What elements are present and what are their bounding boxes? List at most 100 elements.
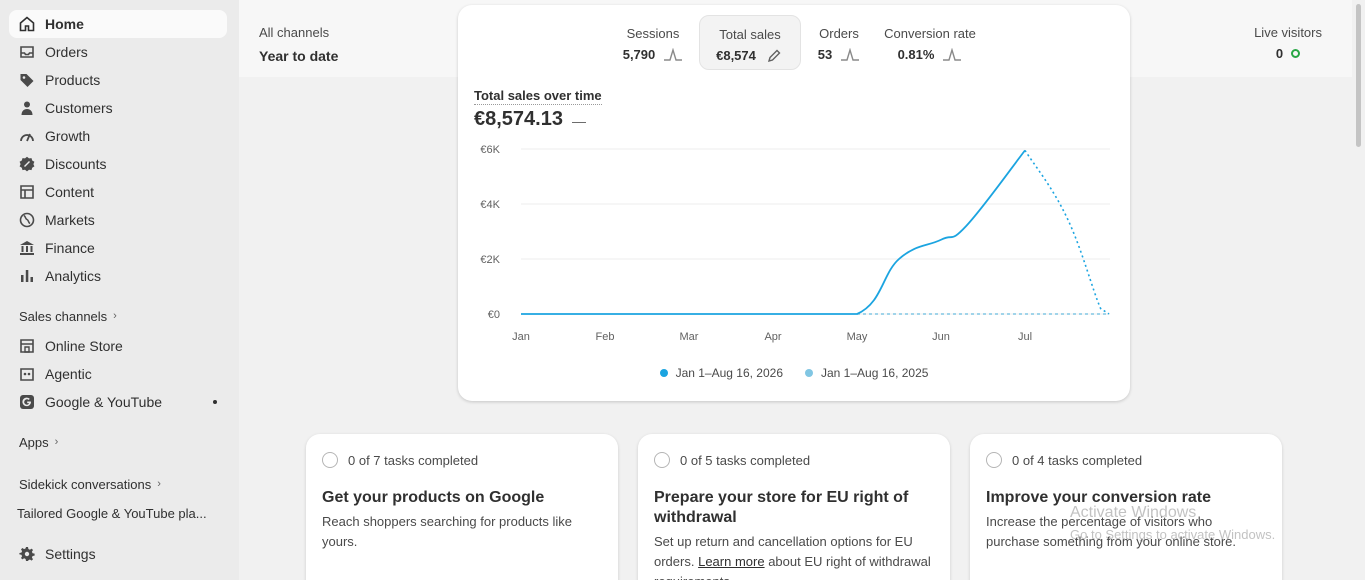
sidebar-item-label: Settings bbox=[45, 546, 96, 562]
chevron-right-icon: › bbox=[54, 436, 59, 448]
progress-circle-icon bbox=[654, 452, 670, 468]
task-title: Prepare your store for EU right of withd… bbox=[654, 489, 909, 526]
legend-item-current[interactable]: Jan 1–Aug 16, 2026 bbox=[659, 366, 783, 380]
edit-pencil-icon[interactable] bbox=[764, 49, 784, 63]
legend-dot bbox=[659, 369, 668, 377]
sidebar-item-agentic[interactable]: Agentic bbox=[9, 360, 227, 388]
sidebar-item-label: Products bbox=[45, 72, 101, 88]
legend-label: Jan 1–Aug 16, 2025 bbox=[821, 366, 929, 380]
agent-icon bbox=[19, 366, 35, 382]
chevron-right-icon: › bbox=[157, 478, 161, 490]
tag-icon bbox=[19, 72, 35, 88]
globe-icon bbox=[19, 212, 35, 228]
discount-icon bbox=[19, 156, 35, 172]
metric-total-sales[interactable]: Total sales €8,574 bbox=[699, 15, 801, 70]
notification-dot bbox=[213, 400, 217, 404]
content-icon bbox=[19, 184, 35, 200]
x-tick-label: Jun bbox=[932, 331, 950, 343]
y-tick-label: €4K bbox=[480, 199, 500, 211]
sidebar-item-label: Online Store bbox=[45, 338, 123, 354]
gauge-icon bbox=[19, 128, 35, 144]
main-content: All channels Year to date Live visitors … bbox=[239, 0, 1352, 580]
sidebar-item-home[interactable]: Home bbox=[9, 10, 227, 38]
sales-channels-header[interactable]: Sales channels › bbox=[19, 304, 239, 328]
sidebar-item-growth[interactable]: Growth bbox=[9, 122, 227, 150]
metric-value: 53 bbox=[817, 47, 833, 62]
sidebar-item-content[interactable]: Content bbox=[9, 178, 227, 206]
legend-item-previous[interactable]: Jan 1–Aug 16, 2025 bbox=[805, 366, 928, 380]
metric-conversion-rate[interactable]: Conversion rate 0.81% bbox=[878, 15, 982, 70]
sidebar-item-markets[interactable]: Markets bbox=[9, 206, 227, 234]
x-tick-label: Jul bbox=[1018, 331, 1032, 343]
home-icon bbox=[19, 16, 35, 32]
sidebar-item-customers[interactable]: Customers bbox=[9, 94, 227, 122]
sidebar-item-label: Markets bbox=[45, 212, 95, 228]
sidekick-conversation-item[interactable]: Tailored Google & YouTube pla... bbox=[17, 505, 207, 521]
task-text-after: about EU right of withdrawal requirement… bbox=[654, 554, 931, 580]
sidekick-header[interactable]: Sidekick conversations › bbox=[19, 472, 239, 496]
scrollbar-thumb[interactable] bbox=[1356, 4, 1361, 147]
sidebar-item-label: Google & YouTube bbox=[45, 394, 163, 410]
series-line-projection bbox=[1024, 149, 1110, 315]
chart-legend: Jan 1–Aug 16, 2026 Jan 1–Aug 16, 2025 bbox=[458, 366, 1130, 380]
progress-circle-icon bbox=[322, 452, 338, 468]
sales-line-chart: €0 €2K €4K €6K Jan Feb Mar Apr May Jun Jul bbox=[480, 144, 1110, 343]
metric-sessions[interactable]: Sessions 5,790 bbox=[608, 15, 698, 70]
sidebar-item-orders[interactable]: Orders bbox=[9, 38, 227, 66]
metric-value: 0.81% bbox=[897, 47, 935, 62]
sidebar-item-online-store[interactable]: Online Store bbox=[9, 332, 227, 360]
sparkline-icon bbox=[943, 47, 962, 61]
sidebar-item-settings[interactable]: Settings bbox=[9, 540, 227, 568]
live-visitors[interactable]: Live visitors 0 bbox=[1254, 25, 1322, 61]
x-tick-label: Feb bbox=[596, 331, 615, 343]
live-visitors-label: Live visitors bbox=[1254, 25, 1322, 40]
apps-header[interactable]: Apps › bbox=[19, 430, 239, 454]
legend-label: Jan 1–Aug 16, 2026 bbox=[675, 366, 783, 380]
sparkline-icon bbox=[664, 47, 683, 61]
sales-channels-label: Sales channels bbox=[19, 308, 108, 324]
bar-chart-icon bbox=[19, 268, 35, 284]
channel-filter[interactable]: All channels bbox=[259, 25, 330, 40]
x-tick-label: Jan bbox=[512, 331, 530, 343]
sidebar-item-finance[interactable]: Finance bbox=[9, 234, 227, 262]
task-progress: 0 of 7 tasks completed bbox=[348, 452, 479, 468]
sidebar-item-label: Analytics bbox=[45, 268, 102, 284]
sidebar-item-google-youtube[interactable]: Google & YouTube bbox=[9, 388, 227, 416]
metric-label: Total sales bbox=[719, 27, 781, 42]
bank-icon bbox=[19, 240, 35, 256]
date-range-filter[interactable]: Year to date bbox=[259, 48, 339, 64]
sidebar-item-label: Content bbox=[45, 184, 95, 200]
store-icon bbox=[19, 338, 35, 354]
metric-label: Orders bbox=[819, 26, 859, 41]
task-card-conversion[interactable]: 0 of 4 tasks completed Improve your conv… bbox=[970, 434, 1282, 580]
y-tick-label: €0 bbox=[488, 309, 500, 321]
task-title: Improve your conversion rate bbox=[986, 489, 1211, 506]
sidebar-item-analytics[interactable]: Analytics bbox=[9, 262, 227, 290]
apps-label: Apps bbox=[19, 434, 49, 450]
metric-orders[interactable]: Orders 53 bbox=[803, 15, 875, 70]
metric-value: €8,574 bbox=[716, 48, 756, 63]
learn-more-link[interactable]: Learn more bbox=[698, 554, 765, 569]
y-tick-label: €6K bbox=[480, 144, 500, 156]
sidebar-item-discounts[interactable]: Discounts bbox=[9, 150, 227, 178]
sidebar-item-label: Growth bbox=[45, 128, 91, 144]
gear-icon bbox=[19, 546, 35, 562]
task-progress: 0 of 5 tasks completed bbox=[680, 452, 811, 468]
task-title: Get your products on Google bbox=[322, 489, 545, 506]
sidebar-item-products[interactable]: Products bbox=[9, 66, 227, 94]
sidebar-item-label: Customers bbox=[45, 100, 113, 116]
task-card-eu-withdrawal[interactable]: 0 of 5 tasks completed Prepare your stor… bbox=[638, 434, 950, 580]
task-card-google[interactable]: 0 of 7 tasks completed Get your products… bbox=[306, 434, 618, 580]
page-scrollbar[interactable] bbox=[1352, 0, 1365, 580]
sidebar-item-label: Home bbox=[45, 16, 84, 32]
task-description: Increase the percentage of visitors who … bbox=[986, 514, 1237, 549]
metric-label: Sessions bbox=[626, 26, 680, 41]
progress-circle-icon bbox=[986, 452, 1002, 468]
x-tick-label: May bbox=[847, 331, 868, 343]
task-progress: 0 of 4 tasks completed bbox=[1012, 452, 1143, 468]
chart-title[interactable]: Total sales over time bbox=[474, 88, 602, 105]
legend-dot bbox=[805, 369, 813, 377]
sidebar-item-label: Discounts bbox=[45, 156, 107, 172]
sidekick-label: Sidekick conversations bbox=[19, 476, 152, 492]
settings-area: Settings bbox=[0, 540, 239, 568]
